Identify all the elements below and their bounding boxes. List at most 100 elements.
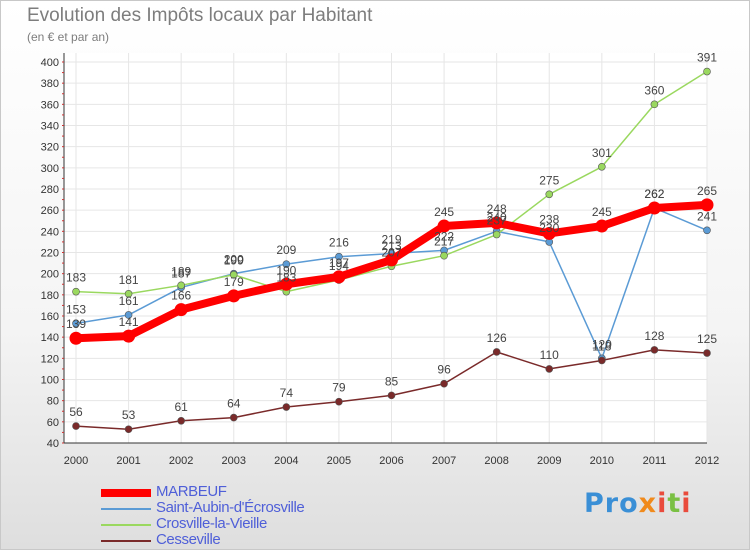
x-tick-label: 2002 — [169, 455, 193, 467]
data-point — [545, 365, 554, 373]
chart-title: Evolution des Impôts locaux par Habitant — [27, 5, 373, 26]
data-point — [124, 311, 133, 319]
data-point — [703, 226, 711, 235]
x-tick-label: 2008 — [484, 455, 508, 467]
data-point — [647, 201, 661, 215]
x-tick-label: 2006 — [379, 455, 403, 467]
y-tick-label: 180 — [41, 290, 59, 302]
data-point — [229, 270, 238, 279]
data-label: 209 — [276, 243, 296, 257]
x-tick-label: 2012 — [695, 455, 719, 467]
data-label: 53 — [122, 408, 136, 422]
data-label: 360 — [644, 83, 664, 97]
data-label: 120 — [592, 337, 612, 351]
data-point — [279, 277, 293, 291]
data-label: 61 — [174, 400, 188, 414]
logo-part: x — [638, 488, 658, 519]
data-point — [227, 289, 241, 303]
data-label: 194 — [329, 259, 349, 273]
data-label: 181 — [119, 273, 139, 287]
data-label: 166 — [171, 289, 191, 303]
data-label: 190 — [276, 263, 296, 277]
x-tick-label: 2009 — [537, 455, 561, 467]
data-point — [650, 100, 659, 109]
data-point — [387, 391, 396, 400]
x-tick-label: 2003 — [222, 455, 246, 467]
data-point — [598, 356, 606, 365]
chart-subtitle: (en € et par an) — [27, 30, 110, 44]
data-point — [72, 287, 80, 296]
data-label: 262 — [644, 187, 664, 201]
data-point — [598, 162, 606, 171]
data-point — [545, 190, 554, 199]
data-label: 262 — [644, 187, 664, 201]
data-label: 216 — [329, 236, 349, 250]
y-tick-label: 40 — [47, 438, 59, 450]
proxiti-logo: Proxiti — [584, 488, 692, 519]
data-label: 301 — [592, 146, 612, 160]
data-label: 125 — [697, 332, 717, 346]
y-tick-label: 240 — [41, 226, 59, 238]
data-point — [124, 425, 133, 434]
data-label: 241 — [697, 209, 717, 223]
data-label: 183 — [66, 271, 86, 285]
y-tick-label: 100 — [41, 375, 59, 387]
y-tick-label: 260 — [41, 205, 59, 217]
x-tick-label: 2007 — [432, 455, 456, 467]
data-point — [335, 397, 343, 406]
x-tick-label: 2005 — [327, 455, 351, 467]
legend-swatch — [101, 540, 151, 542]
data-point — [492, 230, 501, 239]
y-tick-label: 60 — [47, 417, 59, 429]
data-point — [700, 198, 714, 212]
data-label: 189 — [171, 264, 191, 278]
legend-swatch — [101, 524, 151, 526]
y-tick-label: 140 — [41, 332, 59, 344]
logo-part: i — [657, 488, 668, 519]
x-tick-label: 2010 — [590, 455, 614, 467]
data-label: 64 — [227, 397, 241, 411]
data-label: 110 — [540, 348, 559, 362]
data-label: 265 — [697, 184, 717, 198]
data-point — [703, 67, 711, 76]
data-label: 153 — [66, 302, 86, 316]
plot-area — [64, 53, 707, 443]
y-tick-label: 340 — [41, 121, 59, 133]
y-tick-label: 300 — [41, 163, 59, 175]
data-point — [440, 251, 448, 260]
data-point — [174, 303, 188, 317]
data-label: 85 — [385, 374, 399, 388]
data-label: 248 — [487, 202, 507, 216]
y-tick-label: 280 — [41, 184, 59, 196]
y-tick-label: 160 — [41, 311, 59, 323]
data-point — [229, 413, 238, 422]
data-label: 213 — [381, 239, 401, 253]
data-label: 199 — [224, 254, 244, 268]
data-point — [69, 331, 83, 345]
data-label: 161 — [119, 294, 139, 308]
y-tick-label: 120 — [41, 353, 59, 365]
data-label: 179 — [224, 275, 244, 289]
data-point — [335, 252, 343, 261]
data-label: 74 — [280, 386, 294, 400]
x-tick-label: 2004 — [274, 455, 298, 467]
data-point — [595, 219, 609, 233]
data-point — [122, 329, 136, 343]
y-tick-label: 200 — [41, 269, 59, 281]
data-label: 217 — [434, 235, 454, 249]
data-point — [177, 416, 185, 425]
legend-label: Crosville-la-Vieille — [156, 515, 267, 532]
legend-swatch — [101, 489, 151, 497]
data-point — [332, 270, 346, 284]
data-label: 141 — [119, 315, 139, 329]
data-label: 240 — [487, 210, 507, 224]
data-label: 197 — [329, 256, 349, 270]
x-tick-label: 2000 — [64, 455, 88, 467]
legend-swatch — [101, 508, 151, 510]
x-tick-label: 2011 — [643, 455, 667, 467]
data-label: 96 — [437, 363, 451, 377]
logo-part: i — [681, 488, 692, 519]
legend-label: Cesseville — [156, 531, 221, 548]
y-tick-label: 80 — [47, 396, 59, 408]
